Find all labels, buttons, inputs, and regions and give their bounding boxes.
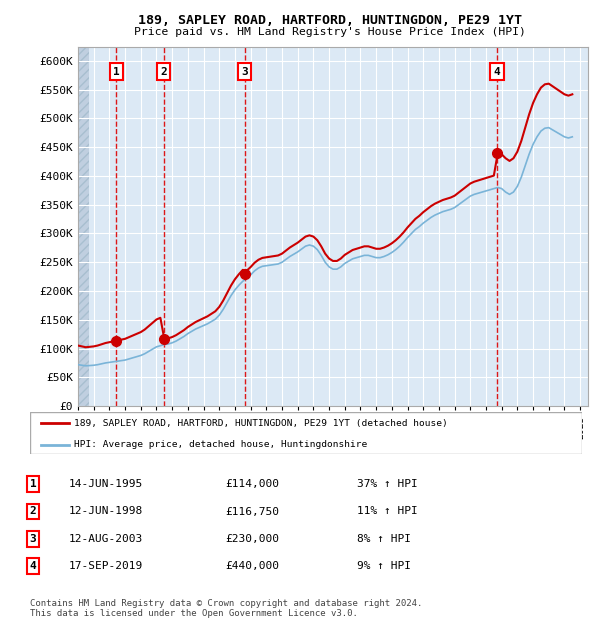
FancyBboxPatch shape bbox=[30, 412, 582, 454]
Text: 8% ↑ HPI: 8% ↑ HPI bbox=[357, 534, 411, 544]
Text: 12-JUN-1998: 12-JUN-1998 bbox=[69, 507, 143, 516]
Text: 189, SAPLEY ROAD, HARTFORD, HUNTINGDON, PE29 1YT: 189, SAPLEY ROAD, HARTFORD, HUNTINGDON, … bbox=[138, 14, 522, 27]
Text: 3: 3 bbox=[29, 534, 37, 544]
Text: 12-AUG-2003: 12-AUG-2003 bbox=[69, 534, 143, 544]
Text: 4: 4 bbox=[29, 561, 37, 571]
Text: 4: 4 bbox=[494, 67, 500, 77]
Text: £440,000: £440,000 bbox=[225, 561, 279, 571]
Text: £114,000: £114,000 bbox=[225, 479, 279, 489]
Text: 3: 3 bbox=[241, 67, 248, 77]
Text: 37% ↑ HPI: 37% ↑ HPI bbox=[357, 479, 418, 489]
Text: Price paid vs. HM Land Registry's House Price Index (HPI): Price paid vs. HM Land Registry's House … bbox=[134, 27, 526, 37]
Text: Contains HM Land Registry data © Crown copyright and database right 2024.
This d: Contains HM Land Registry data © Crown c… bbox=[30, 599, 422, 618]
Bar bbox=[78, 46, 89, 406]
Text: 9% ↑ HPI: 9% ↑ HPI bbox=[357, 561, 411, 571]
Text: £230,000: £230,000 bbox=[225, 534, 279, 544]
Text: 14-JUN-1995: 14-JUN-1995 bbox=[69, 479, 143, 489]
Text: 11% ↑ HPI: 11% ↑ HPI bbox=[357, 507, 418, 516]
Text: 17-SEP-2019: 17-SEP-2019 bbox=[69, 561, 143, 571]
Text: HPI: Average price, detached house, Huntingdonshire: HPI: Average price, detached house, Hunt… bbox=[74, 440, 367, 449]
Text: 1: 1 bbox=[113, 67, 120, 77]
Text: 2: 2 bbox=[29, 507, 37, 516]
Text: £116,750: £116,750 bbox=[225, 507, 279, 516]
Text: 189, SAPLEY ROAD, HARTFORD, HUNTINGDON, PE29 1YT (detached house): 189, SAPLEY ROAD, HARTFORD, HUNTINGDON, … bbox=[74, 418, 448, 428]
Text: 2: 2 bbox=[160, 67, 167, 77]
Text: 1: 1 bbox=[29, 479, 37, 489]
